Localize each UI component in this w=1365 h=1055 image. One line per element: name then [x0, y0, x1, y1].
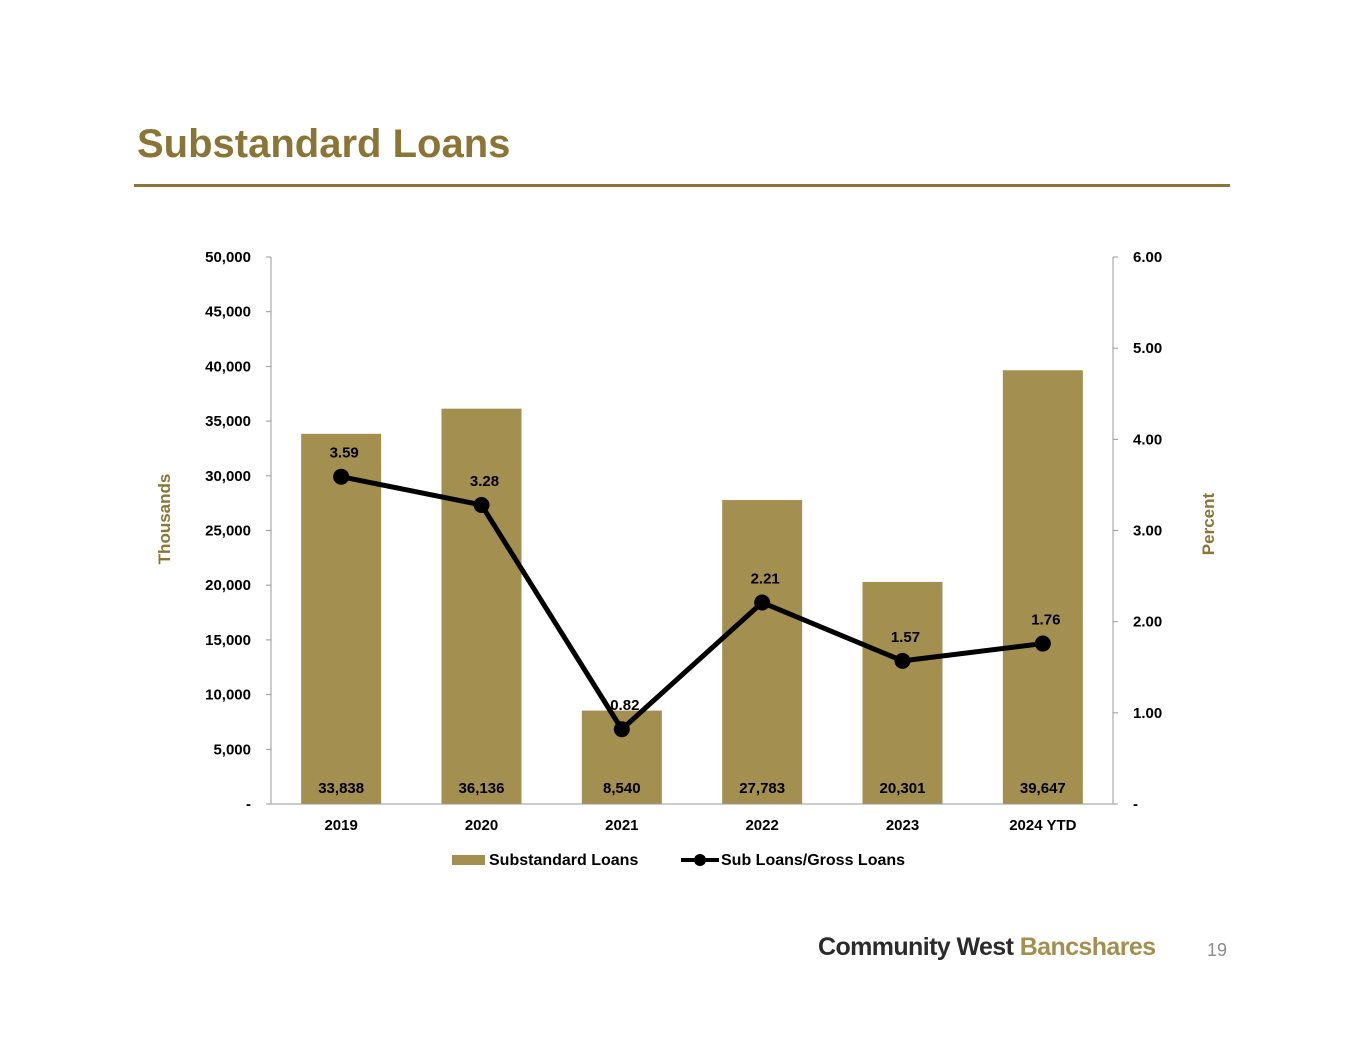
bar-data-label: 8,540: [603, 780, 641, 797]
line-data-label: 3.59: [330, 445, 359, 462]
line-data-label: 3.28: [470, 473, 499, 490]
right-tick-label: 4.00: [1133, 431, 1162, 448]
bar-2023: [862, 581, 943, 804]
bar-2020: [441, 408, 522, 804]
left-tick-label: 15,000: [205, 632, 251, 649]
line-point: [613, 721, 630, 738]
legend-label-substandard-loans: Substandard Loans: [489, 852, 638, 869]
right-tick-label: -: [1133, 796, 1138, 813]
right-tick-label: 5.00: [1133, 340, 1162, 357]
x-tick-label: 2022: [745, 817, 778, 834]
left-tick-label: 50,000: [205, 249, 251, 266]
bar-data-label: 33,838: [318, 780, 364, 797]
left-tick-label: -: [246, 796, 251, 813]
right-tick-label: 3.00: [1133, 523, 1162, 540]
title-divider: [134, 184, 1230, 187]
left-tick-label: 20,000: [205, 577, 251, 594]
bar-2019: [301, 433, 382, 804]
bar-data-label: 39,647: [1020, 780, 1066, 797]
legend-swatch-marker: [694, 854, 706, 866]
legend-label-sub-loans-gross-loans: Sub Loans/Gross Loans: [721, 852, 905, 869]
left-axis-title: Thousands: [155, 474, 174, 565]
line-data-label: 1.76: [1031, 612, 1060, 629]
left-tick-label: 30,000: [205, 468, 251, 485]
left-tick-label: 40,000: [205, 358, 251, 375]
line-data-label: 0.82: [610, 697, 639, 714]
bar-2022: [722, 500, 803, 804]
legend-swatch-substandard-loans: [452, 855, 485, 865]
logo-text-bancshares: Bancshares: [1019, 933, 1156, 961]
page-number: 19: [1207, 940, 1228, 960]
logo-text-community-west: Community West: [818, 933, 1014, 961]
line-point: [333, 468, 350, 485]
left-tick-label: 25,000: [205, 523, 251, 540]
line-point: [754, 594, 771, 611]
right-tick-label: 1.00: [1133, 705, 1162, 722]
x-tick-label: 2019: [324, 817, 357, 834]
bar-data-label: 27,783: [739, 780, 785, 797]
bar-data-label: 20,301: [880, 780, 926, 797]
page-title: Substandard Loans: [137, 122, 511, 166]
right-tick-label: 2.00: [1133, 614, 1162, 631]
x-tick-label: 2021: [605, 817, 638, 834]
right-axis-title: Percent: [1199, 492, 1218, 555]
left-tick-label: 5,000: [213, 741, 251, 758]
company-logo: Community West Bancshares: [818, 933, 1156, 962]
line-data-label: 1.57: [891, 629, 920, 646]
left-tick-label: 35,000: [205, 413, 251, 430]
x-tick-label: 2020: [465, 817, 498, 834]
line-data-label: 2.21: [751, 571, 780, 588]
line-point: [1034, 635, 1051, 652]
bar-data-label: 36,136: [459, 780, 505, 797]
x-tick-label: 2024 YTD: [1009, 817, 1076, 834]
line-point: [894, 652, 911, 669]
line-point: [473, 496, 490, 513]
left-tick-label: 45,000: [205, 304, 251, 321]
bar-2024-ytd: [1002, 370, 1083, 804]
right-tick-label: 6.00: [1133, 249, 1162, 266]
line-sub-loans-gross-loans: [340, 474, 1044, 732]
x-tick-label: 2023: [886, 817, 919, 834]
left-tick-label: 10,000: [205, 687, 251, 704]
